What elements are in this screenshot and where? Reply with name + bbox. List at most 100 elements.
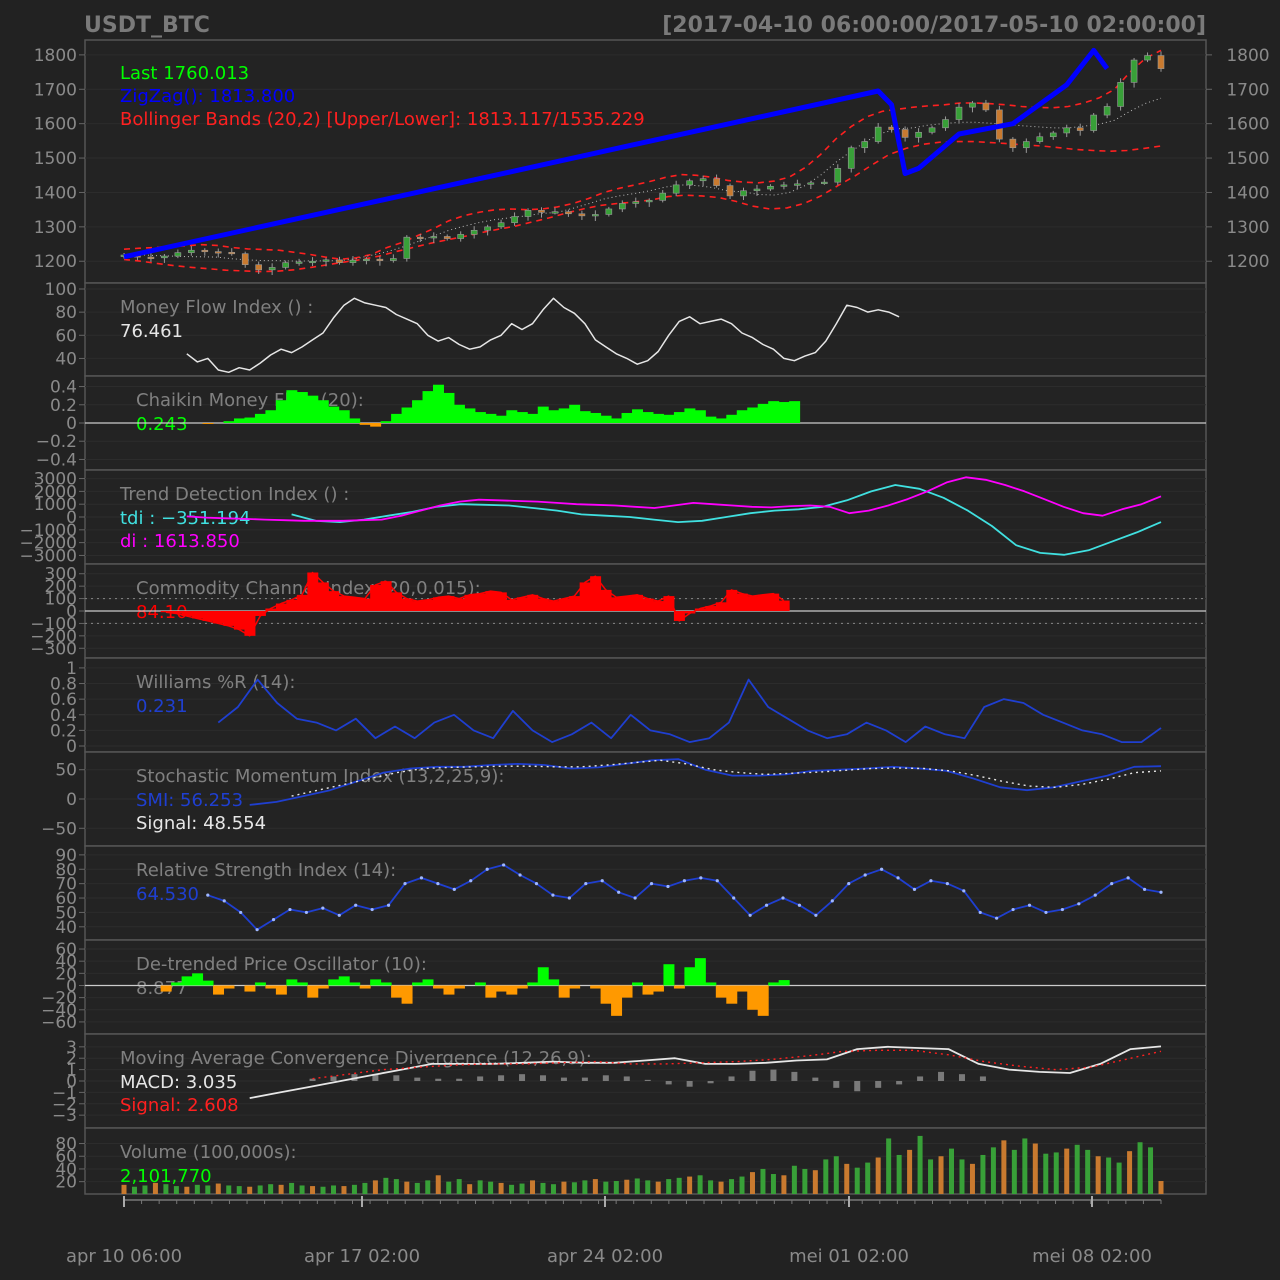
smi-panel: −50 0 50 Stochastic Momentum Index (13,2,25…	[41, 751, 1207, 847]
macd-signal-line	[312, 1049, 1162, 1080]
cmf-area-segment	[632, 409, 643, 423]
cci-area-segment	[726, 589, 738, 611]
candle-body	[430, 236, 438, 239]
dpo-ytick-label: 20	[55, 964, 77, 984]
candle-body	[201, 249, 209, 253]
rsi-point	[255, 928, 259, 932]
cmf-area-segment	[673, 412, 685, 423]
mfi-line	[186, 297, 900, 374]
rsi-point	[699, 876, 703, 880]
cci-ytick-label: 0	[66, 602, 77, 622]
dpo-area-segment	[694, 958, 706, 986]
macd-histogram-bar	[477, 1076, 484, 1081]
wpr-ytick-label: 0.4	[50, 706, 77, 726]
dpo-area-segment	[600, 985, 612, 1004]
cmf-ytick-label: 0.2	[50, 396, 77, 416]
rsi-ytick-label: 80	[55, 860, 77, 880]
price-ytick-label: 1300	[34, 218, 77, 238]
dpo-area-segment	[652, 985, 664, 992]
volume-bar	[634, 1178, 640, 1194]
volume-bar	[980, 1154, 986, 1194]
cci-area-segment	[495, 592, 507, 611]
volume-bar	[844, 1163, 850, 1194]
dpo-area-segment	[349, 982, 361, 986]
dpo-area-segment	[548, 979, 560, 986]
candle-body	[1049, 132, 1057, 138]
macd-legend-entry: Signal: 2.608	[120, 1095, 239, 1116]
cci-area-segment	[171, 611, 183, 614]
cmf-area-segment	[506, 410, 518, 423]
volume-bar	[404, 1181, 410, 1194]
rsi-point	[403, 882, 407, 886]
dpo-area-segment	[275, 985, 287, 995]
candle-body	[390, 258, 397, 261]
cci-area-segment	[223, 611, 235, 626]
dpo-area-segment	[537, 967, 549, 986]
dpo-area-segment	[558, 985, 570, 998]
dpo-area-segment	[632, 982, 643, 986]
volume-bar	[257, 1185, 263, 1194]
dpo-area-segment	[663, 964, 675, 986]
cmf-area-segment	[558, 408, 570, 423]
dpo-area-segment	[433, 985, 444, 989]
volume-bar	[1064, 1148, 1070, 1194]
volume-bar	[247, 1186, 253, 1194]
dpo-area-segment	[338, 976, 350, 986]
cmf-area-segment	[642, 412, 654, 423]
cci-area-segment	[632, 594, 643, 611]
wpr-title: Williams %R (14):	[136, 672, 295, 693]
candle-body	[268, 267, 276, 271]
dpo-area-segment	[307, 985, 319, 998]
rsi-point	[847, 882, 851, 886]
candle-body	[726, 185, 734, 197]
volume-bar	[456, 1179, 462, 1194]
cmf-area-segment	[443, 392, 455, 423]
volume-bar	[131, 1186, 137, 1194]
volume-bar	[770, 1174, 776, 1194]
cmf-area-segment	[265, 410, 277, 423]
dpo-area-segment	[171, 982, 183, 986]
cmf-area-segment	[778, 402, 790, 423]
cmf-area-segment	[757, 403, 769, 423]
volume-bar	[928, 1159, 934, 1194]
cmf-area-segment	[380, 421, 392, 423]
cmf-area-segment	[705, 416, 717, 423]
candle-body	[1117, 82, 1124, 107]
dpo-area-segment	[192, 973, 204, 986]
volume-bar	[917, 1135, 923, 1194]
x-tick-label: mei 01 02:00	[789, 1246, 909, 1267]
chart-date-range: [2017-04-10 06:00:00/2017-05-10 02:00:00…	[662, 13, 1206, 38]
cmf-area-segment	[527, 413, 539, 423]
cci-area-segment	[652, 601, 664, 611]
macd-histogram-bar	[812, 1077, 819, 1081]
macd-histogram-bar	[979, 1076, 986, 1081]
volume-bar	[1158, 1181, 1164, 1194]
candle-body	[874, 126, 882, 142]
macd-histogram-bar	[393, 1075, 400, 1081]
chart-symbol: USDT_BTC	[84, 13, 210, 38]
cci-area-segment	[694, 608, 706, 611]
candle-body	[551, 211, 559, 214]
volume-bar	[163, 1184, 169, 1194]
cmf-area-segment	[391, 413, 403, 423]
cci-area-segment	[275, 603, 287, 611]
volume-bar	[1085, 1149, 1091, 1194]
volume-bar	[739, 1176, 745, 1194]
macd-macd-line	[249, 1045, 1162, 1099]
dpo-area-segment	[412, 982, 424, 986]
rsi-title: Relative Strength Index (14):	[136, 860, 396, 881]
volume-bar	[226, 1185, 232, 1194]
macd-histogram-bar	[770, 1069, 777, 1081]
cci-area-segment	[213, 611, 225, 624]
macd-histogram-bar	[560, 1077, 567, 1081]
dpo-area-segment	[213, 985, 225, 995]
candle-body	[147, 256, 155, 259]
volume-title: Volume (100,000s):	[120, 1142, 297, 1163]
candle-body	[565, 211, 572, 215]
tdi-legend-entry: tdi : −351.194	[120, 508, 251, 529]
rsi-point	[1077, 902, 1081, 906]
wpr-ytick-label: 0.2	[50, 721, 77, 741]
cci-area-segment	[684, 611, 696, 614]
